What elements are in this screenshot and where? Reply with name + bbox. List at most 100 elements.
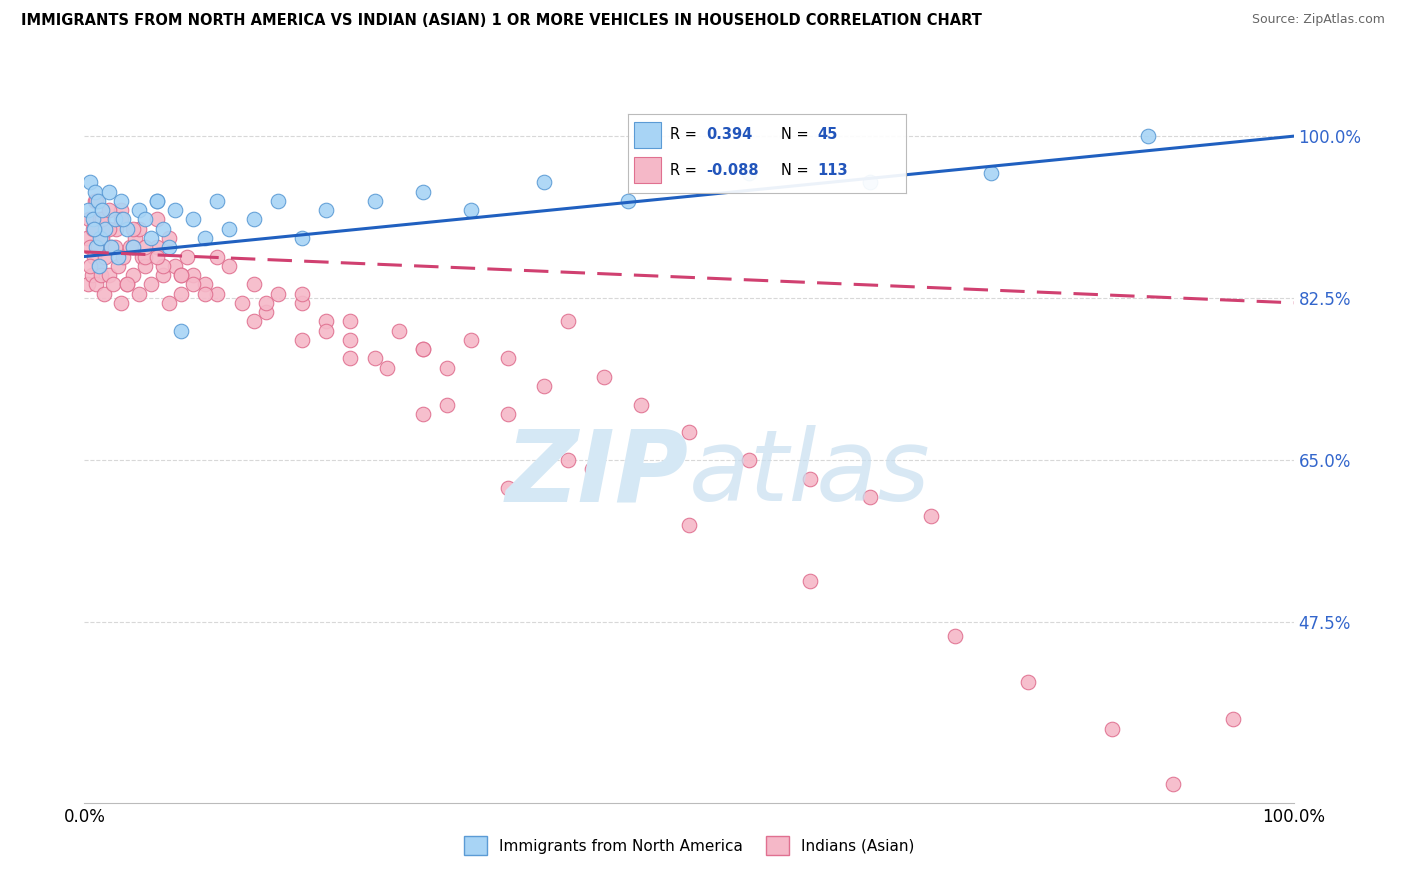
Point [139, 277, 162, 292]
Point [103, 277, 125, 292]
Point [242, 212, 264, 227]
Point [152, 221, 174, 235]
Point [120, 240, 142, 254]
Point [231, 295, 253, 310]
Point [920, 508, 942, 523]
Point [859, 176, 882, 190]
Point [94, 221, 117, 235]
Point [146, 212, 169, 227]
Point [157, 295, 180, 310]
Point [100, 240, 122, 254]
Point [146, 240, 169, 254]
Point [291, 231, 314, 245]
Point [124, 231, 146, 245]
Point [1101, 722, 1123, 736]
Point [131, 250, 153, 264]
Point [218, 259, 240, 273]
Point [176, 250, 198, 264]
Point [678, 425, 700, 440]
Point [134, 250, 156, 264]
Point [79, 176, 101, 190]
Point [678, 518, 700, 533]
Point [496, 351, 519, 366]
Point [100, 240, 122, 254]
Point [84, 185, 107, 199]
Point [134, 259, 156, 273]
Point [170, 324, 193, 338]
Point [412, 185, 434, 199]
Point [170, 268, 193, 282]
Point [152, 268, 174, 282]
Point [194, 277, 217, 292]
Point [93, 286, 115, 301]
Point [267, 286, 290, 301]
Point [170, 268, 193, 282]
Point [77, 277, 100, 292]
Point [315, 314, 337, 328]
Point [181, 268, 204, 282]
Point [86, 277, 108, 292]
Point [291, 333, 314, 347]
Text: R =: R = [669, 163, 702, 178]
Point [121, 268, 143, 282]
Point [97, 221, 120, 235]
Bar [634, 122, 661, 148]
Point [181, 212, 204, 227]
Point [97, 185, 120, 199]
Point [738, 166, 761, 180]
Point [1161, 777, 1184, 791]
Point [242, 314, 264, 328]
Point [533, 176, 555, 190]
Point [557, 314, 579, 328]
Point [110, 194, 132, 208]
Point [104, 240, 127, 254]
Point [157, 240, 180, 254]
Point [84, 194, 107, 208]
Point [115, 221, 138, 235]
Point [128, 221, 150, 235]
Point [146, 194, 169, 208]
Point [152, 259, 174, 273]
Point [91, 203, 114, 218]
Point [799, 574, 821, 588]
Point [533, 379, 555, 393]
Point [79, 240, 101, 254]
Text: IMMIGRANTS FROM NORTH AMERICA VS INDIAN (ASIAN) 1 OR MORE VEHICLES IN HOUSEHOLD : IMMIGRANTS FROM NORTH AMERICA VS INDIAN … [21, 13, 981, 29]
Point [412, 407, 434, 421]
Point [267, 194, 290, 208]
Point [980, 166, 1002, 180]
Text: Source: ZipAtlas.com: Source: ZipAtlas.com [1251, 13, 1385, 27]
Point [112, 212, 135, 227]
Point [83, 221, 105, 235]
Bar [634, 157, 661, 184]
Point [89, 212, 111, 227]
Point [94, 221, 117, 235]
Point [121, 240, 143, 254]
Point [375, 360, 398, 375]
Point [80, 268, 103, 282]
Point [139, 231, 162, 245]
Point [943, 629, 966, 643]
Point [107, 250, 129, 264]
Text: atlas: atlas [689, 425, 931, 522]
Point [388, 324, 411, 338]
Point [77, 203, 100, 218]
Point [104, 212, 127, 227]
Point [87, 259, 110, 273]
Text: 113: 113 [817, 163, 848, 178]
Text: N =: N = [780, 163, 813, 178]
Point [146, 194, 169, 208]
Point [157, 231, 180, 245]
Point [115, 277, 138, 292]
Point [1017, 675, 1039, 690]
Point [89, 231, 111, 245]
Point [121, 221, 143, 235]
Point [194, 286, 217, 301]
Point [134, 212, 156, 227]
Point [630, 398, 652, 412]
Point [291, 295, 314, 310]
Point [90, 268, 112, 282]
Point [91, 231, 114, 245]
Point [363, 194, 385, 208]
Point [207, 250, 229, 264]
